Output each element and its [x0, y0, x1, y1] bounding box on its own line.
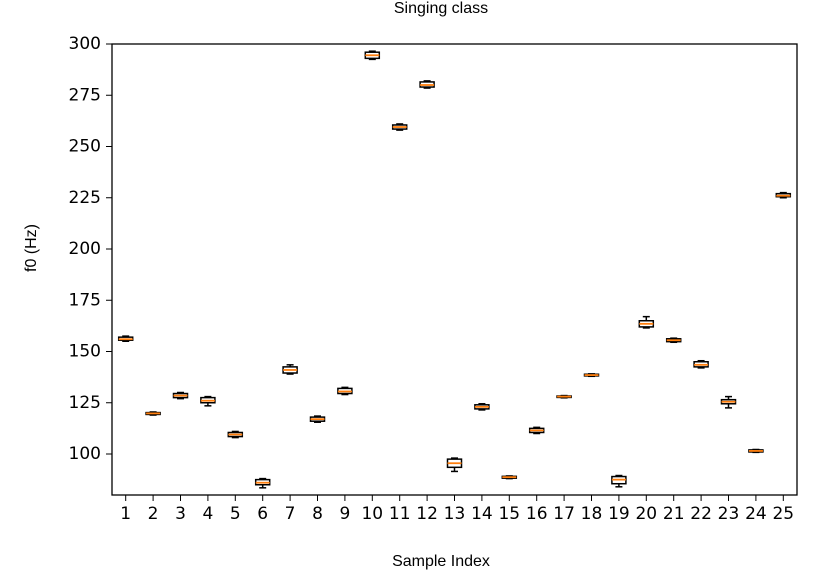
y-tick-label: 200	[69, 239, 101, 259]
plot-frame	[111, 43, 798, 496]
x-tick-label: 8	[312, 504, 323, 524]
y-tick-label: 275	[69, 85, 101, 105]
x-tick-label: 12	[416, 504, 438, 524]
chart-title: Singing class	[394, 0, 488, 17]
x-tick-label: 6	[257, 504, 268, 524]
x-tick-label: 9	[339, 504, 350, 524]
x-tick-label: 20	[635, 504, 657, 524]
y-tick-label: 300	[69, 34, 101, 54]
x-tick-label: 13	[444, 504, 466, 524]
y-tick-label: 125	[69, 393, 101, 413]
x-tick-label: 1	[120, 504, 131, 524]
x-tick-label: 7	[285, 504, 296, 524]
x-tick-label: 22	[690, 504, 712, 524]
x-tick-label: 16	[526, 504, 548, 524]
y-tick-label: 100	[69, 444, 101, 464]
x-tick-label: 5	[230, 504, 241, 524]
x-tick-label: 19	[608, 504, 630, 524]
y-tick-label: 150	[69, 342, 101, 362]
y-tick-label: 225	[69, 188, 101, 208]
x-tick-label: 11	[389, 504, 411, 524]
x-tick-label: 2	[148, 504, 159, 524]
x-tick-label: 25	[772, 504, 794, 524]
x-tick-label: 18	[581, 504, 603, 524]
x-tick-label: 10	[361, 504, 383, 524]
y-tick-label: 250	[69, 137, 101, 157]
x-tick-label: 14	[471, 504, 493, 524]
x-tick-label: 4	[202, 504, 213, 524]
x-tick-label: 21	[663, 504, 685, 524]
y-axis-label: f0 (Hz)	[23, 224, 40, 272]
x-tick-label: 15	[498, 504, 520, 524]
x-tick-label: 23	[718, 504, 740, 524]
y-tick-label: 175	[69, 290, 101, 310]
x-axis-label: Sample Index	[392, 553, 490, 570]
x-tick-label: 24	[745, 504, 767, 524]
x-tick-label: 17	[553, 504, 575, 524]
x-tick-label: 3	[175, 504, 186, 524]
